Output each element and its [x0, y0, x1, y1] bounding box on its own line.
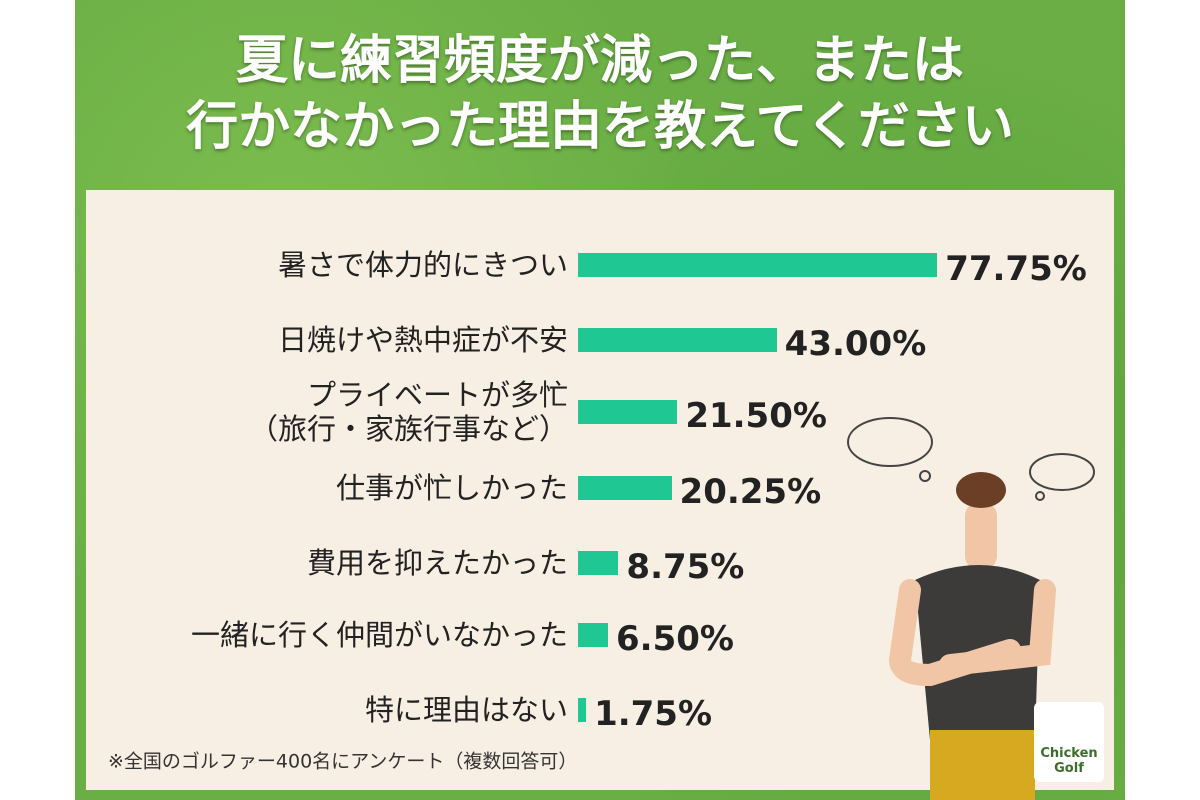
category-label: 特に理由はない [364, 693, 568, 727]
bar [578, 623, 609, 647]
bar [578, 698, 587, 722]
value-label: 77.75% [945, 249, 1087, 289]
bar [578, 328, 777, 352]
value-label: 43.00% [784, 324, 927, 364]
person-illustration [847, 417, 1095, 800]
value-label: 20.25% [679, 472, 822, 512]
category-label: 日焼けや熱中症が不安 [277, 323, 568, 357]
category-label: 費用を抑えたかった [306, 546, 568, 580]
value-label: 8.75% [626, 547, 745, 587]
chart-title: 夏に練習頻度が減った、または 行かなかった理由を教えてください [186, 31, 1014, 157]
value-label: 21.50% [685, 396, 827, 436]
bar [578, 253, 938, 277]
bar [578, 476, 672, 500]
category-label: 暑さで体力的にきつい [277, 248, 568, 282]
category-label: 一緒に行く仲間がいなかった [190, 618, 568, 652]
value-label: 1.75% [594, 694, 713, 734]
value-label: 6.50% [616, 619, 734, 659]
category-label: 仕事が忙しかった [335, 471, 568, 505]
logo: Chicken Golf [1034, 702, 1104, 782]
bar [578, 400, 678, 424]
category-label: プライベートが多忙 （旅行・家族行事など） [248, 378, 568, 446]
bar [578, 551, 619, 575]
footnote: ※全国のゴルファー400名にアンケート（複数回答可） [108, 750, 578, 773]
